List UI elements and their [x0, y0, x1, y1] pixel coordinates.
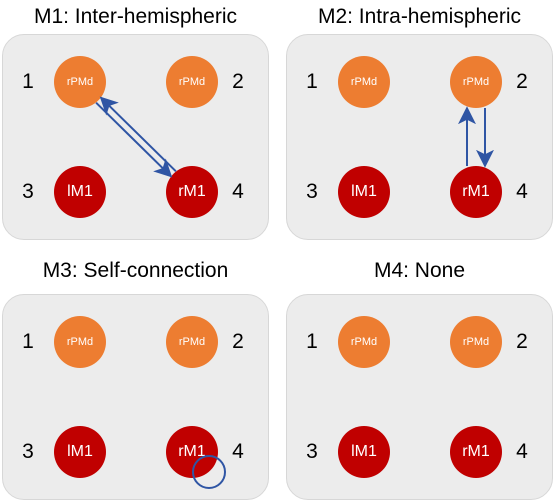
node-lM1: lM1	[338, 426, 390, 478]
node-rM1: rM1	[166, 426, 218, 478]
node-number: 4	[232, 440, 244, 463]
node-lM1: lM1	[54, 166, 106, 218]
node-number: 1	[306, 330, 318, 353]
model-panel	[286, 34, 553, 240]
panel-title: M4: None	[373, 259, 466, 282]
node-number: 2	[232, 330, 244, 353]
node-rPMd: rPMd	[54, 316, 106, 368]
node-number: 3	[306, 180, 318, 203]
node-rM1: rM1	[450, 426, 502, 478]
panel-title: M1: Inter-hemispheric	[33, 5, 238, 28]
node-number: 1	[22, 70, 34, 93]
node-number: 4	[232, 180, 244, 203]
model-panel	[286, 294, 553, 500]
panel-title: M2: Intra-hemispheric	[317, 5, 522, 28]
node-rPMd: rPMd	[338, 316, 390, 368]
node-number: 2	[516, 330, 528, 353]
node-rPMd: rPMd	[54, 56, 106, 108]
node-rPMd: rPMd	[166, 56, 218, 108]
node-number: 2	[516, 70, 528, 93]
node-number: 4	[516, 180, 528, 203]
model-panel	[2, 294, 269, 500]
node-lM1: lM1	[338, 166, 390, 218]
panel-title: M3: Self-connection	[42, 259, 229, 282]
node-number: 4	[516, 440, 528, 463]
node-rPMd: rPMd	[450, 316, 502, 368]
model-panel	[2, 34, 269, 240]
node-number: 1	[22, 330, 34, 353]
node-number: 2	[232, 70, 244, 93]
node-rPMd: rPMd	[450, 56, 502, 108]
node-rPMd: rPMd	[166, 316, 218, 368]
node-number: 3	[306, 440, 318, 463]
node-rM1: rM1	[166, 166, 218, 218]
node-lM1: lM1	[54, 426, 106, 478]
node-number: 1	[306, 70, 318, 93]
node-rPMd: rPMd	[338, 56, 390, 108]
node-rM1: rM1	[450, 166, 502, 218]
node-number: 3	[22, 180, 34, 203]
node-number: 3	[22, 440, 34, 463]
